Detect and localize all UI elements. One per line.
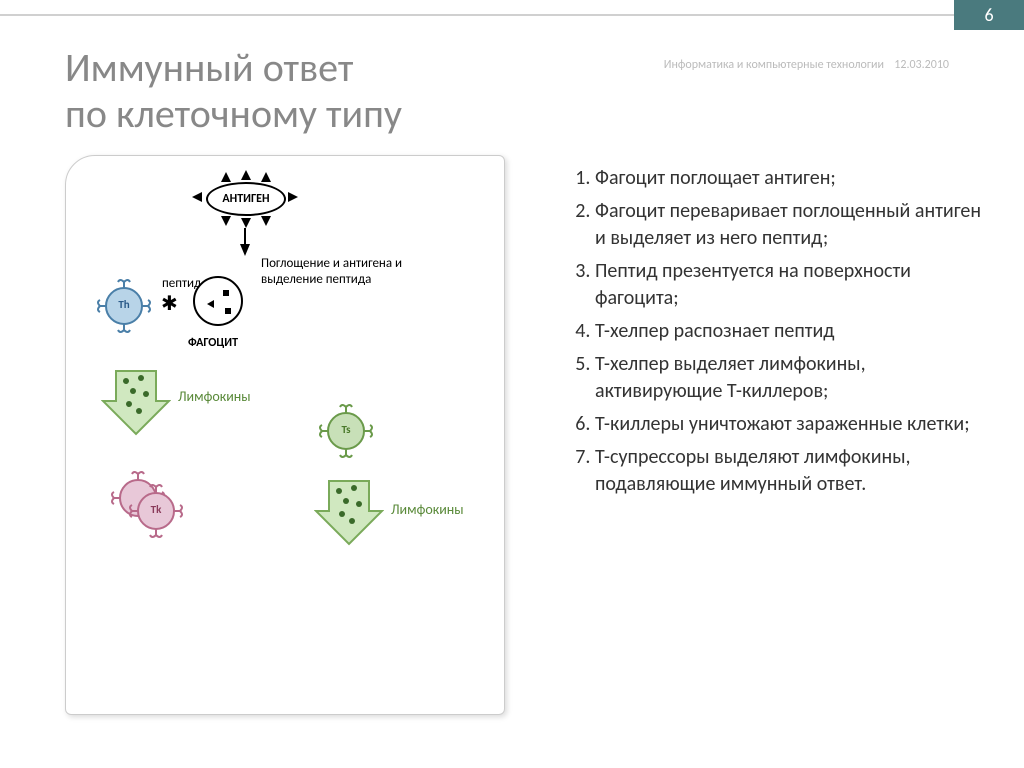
phagocyte-label: ФАГОЦИТ	[188, 336, 238, 350]
absorption-label: Поглощение и антигена и выделение пептид…	[261, 256, 426, 287]
lymphokines-label-2: Лимфокины	[391, 501, 464, 518]
topbar: 6	[0, 0, 1024, 30]
tk-cell-front: Tk	[126, 481, 186, 541]
list-item: Фагоцит поглощает антиген;	[595, 165, 995, 192]
arrow-down-icon	[240, 244, 250, 256]
tk-label: Tk	[126, 503, 186, 516]
lymphokine-arrow-left	[101, 366, 171, 436]
star-icon: ✱	[161, 291, 178, 316]
th-label: Th	[94, 298, 154, 311]
antigen-shape: АНТИГЕН	[196, 174, 296, 224]
topbar-divider	[0, 14, 954, 16]
list-item: Пептид презентуется на поверхности фагоц…	[595, 258, 995, 312]
title-line1: Иммунный ответ	[65, 43, 353, 92]
list-item: Фагоцит переваривает поглощенный антиген…	[595, 198, 995, 252]
th-cell: Th	[94, 276, 154, 336]
page-number-badge: 6	[954, 0, 1024, 30]
list-item: Т-супрессоры выделяют лимфокины, подавля…	[595, 444, 995, 498]
ts-cell: Ts	[316, 401, 376, 461]
phagocyte-cell	[193, 276, 243, 326]
steps-list: Фагоцит поглощает антиген; Фагоцит перев…	[545, 165, 995, 504]
meta-text: Информатика и компьютерные технологии	[664, 58, 884, 74]
title-line2: по клеточному типу	[65, 89, 402, 138]
date-text: 12.03.2010	[894, 58, 949, 72]
page-title: Иммунный ответ по клеточному типу	[65, 45, 402, 137]
lymphokine-arrow-right	[314, 476, 384, 546]
list-item: Т-киллеры уничтожают зараженные клетки;	[595, 411, 995, 438]
list-item: Т-хелпер распознает пептид	[595, 318, 995, 345]
ts-label: Ts	[316, 423, 376, 436]
lymphokines-label-1: Лимфокины	[178, 388, 251, 405]
diagram-panel: АНТИГЕН пептид Поглощение и антигена и в…	[65, 155, 505, 715]
antigen-label: АНТИГЕН	[206, 182, 286, 216]
list-item: Т-хелпер выделяет лимфокины, активирующи…	[595, 351, 995, 405]
